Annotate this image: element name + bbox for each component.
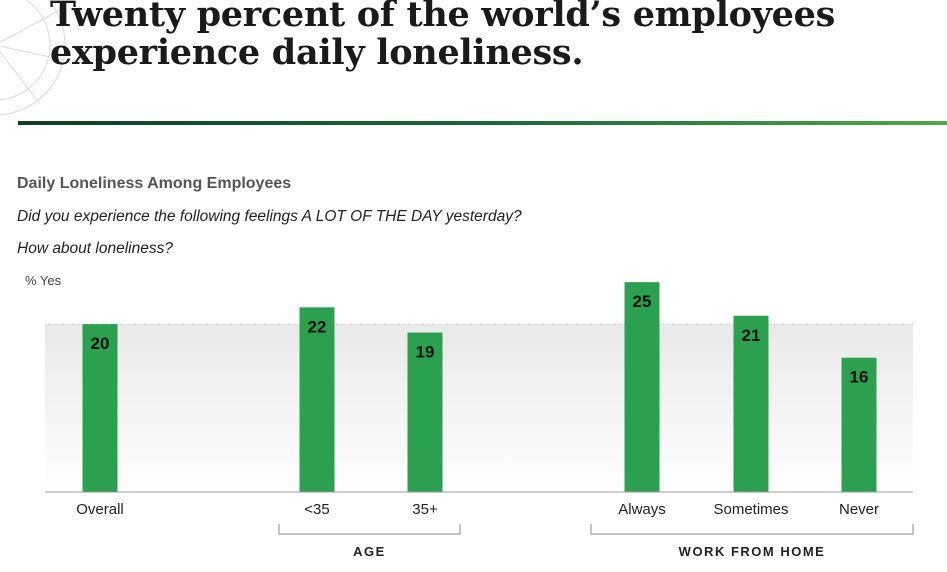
bar-0 xyxy=(82,324,118,492)
decorative-circle-icon xyxy=(0,0,66,116)
bar-value-label: 20 xyxy=(91,334,110,353)
chart-question-line-2: How about loneliness? xyxy=(17,240,173,257)
bar-value-label: 19 xyxy=(416,343,435,362)
group-label: WORK FROM HOME xyxy=(679,544,826,559)
bar-5 xyxy=(841,357,877,492)
category-label: Never xyxy=(839,501,879,518)
bar-value-label: 21 xyxy=(742,326,761,345)
bar-3 xyxy=(624,282,660,492)
bar-1 xyxy=(299,307,335,492)
chart-title: Daily Loneliness Among Employees xyxy=(17,175,292,192)
category-label: Always xyxy=(618,501,666,518)
category-label: Sometimes xyxy=(713,501,788,518)
page-headline: Twenty percent of the world’s employees … xyxy=(50,0,930,72)
reference-band xyxy=(45,324,913,492)
category-label: Overall xyxy=(76,501,124,518)
bar-value-label: 25 xyxy=(633,292,652,311)
y-axis-label: % Yes xyxy=(25,273,62,288)
group-bracket xyxy=(590,524,914,535)
headline-line-1: Twenty percent of the world’s employees xyxy=(50,0,835,35)
bar-value-label: 16 xyxy=(850,368,869,387)
headline-line-2: experience daily loneliness. xyxy=(50,32,584,73)
group-label: AGE xyxy=(353,544,386,559)
bar-value-label: 22 xyxy=(308,317,327,336)
bar-4 xyxy=(733,315,769,492)
chart-question-line-1: Did you experience the following feeling… xyxy=(17,208,522,225)
group-bracket xyxy=(278,524,461,535)
category-label: 35+ xyxy=(412,501,438,518)
category-label: <35 xyxy=(304,501,329,518)
bar-2 xyxy=(407,332,443,492)
divider-rule xyxy=(18,121,947,125)
